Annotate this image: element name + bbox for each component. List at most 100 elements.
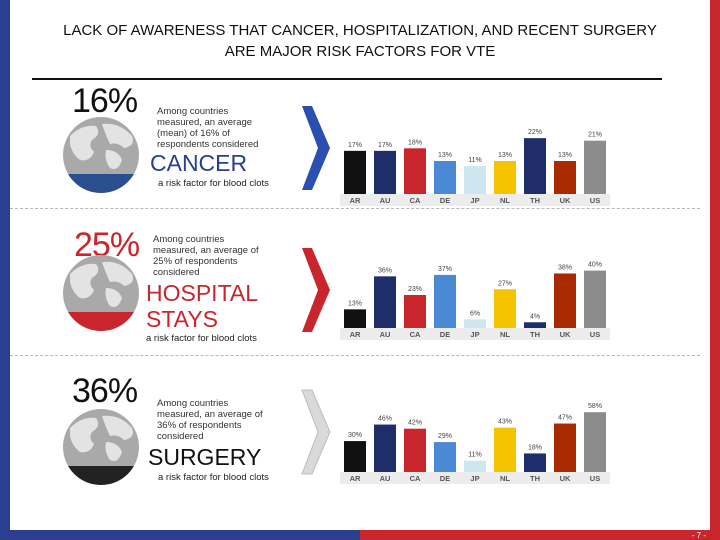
section-divider	[10, 208, 700, 209]
tick-label: AU	[380, 196, 391, 205]
data-label: 43%	[498, 419, 512, 426]
bar-us	[584, 140, 606, 194]
page-number: - 7 -	[691, 531, 706, 540]
data-label: 22%	[528, 129, 542, 136]
data-label: 37%	[438, 266, 452, 273]
data-label: 11%	[468, 452, 482, 459]
tick-label: JP	[470, 196, 479, 205]
bar-th	[524, 453, 546, 472]
tick-label: TH	[530, 196, 540, 205]
data-label: 13%	[348, 300, 362, 307]
tick-label: JP	[470, 330, 479, 339]
data-label: 13%	[438, 152, 452, 159]
data-label: 38%	[558, 264, 572, 271]
surgery-headline: SURGERY	[148, 444, 262, 470]
data-label: 47%	[558, 415, 572, 422]
surgery-percent: 36%	[72, 372, 138, 410]
data-label: 23%	[408, 286, 422, 293]
tick-label: JP	[470, 474, 479, 483]
surgery-subtitle: a risk factor for blood clots	[158, 472, 269, 483]
tick-label: CA	[410, 474, 421, 483]
tick-label: AU	[380, 474, 391, 483]
bar-au	[374, 276, 396, 328]
bar-th	[524, 138, 546, 194]
bar-de	[434, 161, 456, 194]
bar-ca	[404, 428, 426, 472]
cancer-percent: 16%	[72, 82, 138, 120]
section-divider	[10, 355, 700, 356]
x-axis-strip	[340, 328, 610, 340]
data-label: 17%	[348, 142, 362, 149]
frame-right-bar	[710, 0, 720, 540]
data-label: 36%	[378, 267, 392, 274]
data-label: 4%	[530, 313, 540, 320]
hospital-headline: HOSPITAL STAYS	[146, 280, 259, 332]
tick-label: AR	[350, 474, 361, 483]
globe-icon	[63, 255, 139, 331]
tick-label: AR	[350, 196, 361, 205]
tick-label: UK	[560, 330, 571, 339]
data-label: 18%	[528, 444, 542, 451]
hospital-subtitle: a risk factor for blood clots	[146, 333, 257, 344]
bar-nl	[494, 427, 516, 472]
tick-label: CA	[410, 196, 421, 205]
tick-label: UK	[560, 474, 571, 483]
bar-ar	[344, 150, 366, 194]
tick-label: NL	[500, 330, 510, 339]
bar-us	[584, 270, 606, 328]
globe-icon	[63, 409, 139, 485]
tick-label: CA	[410, 330, 421, 339]
data-label: 13%	[498, 152, 512, 159]
surgery-bar-chart: 30% AR 46% AU 42% CA 29% DE 11% JP 43% NL 18% TH 47% UK…	[340, 403, 610, 484]
bar-jp	[464, 319, 486, 328]
bar-jp	[464, 166, 486, 194]
bar-nl	[494, 289, 516, 328]
data-label: 21%	[588, 132, 602, 139]
bar-nl	[494, 161, 516, 194]
data-label: 30%	[348, 432, 362, 439]
surgery-description: Among countries measured, an average of 36…	[157, 398, 263, 442]
data-label: 58%	[588, 403, 602, 410]
bar-ca	[404, 295, 426, 328]
bar-uk	[554, 161, 576, 194]
bar-au	[374, 424, 396, 472]
bar-au	[374, 150, 396, 194]
title-line-2: ARE MAJOR RISK FACTORS FOR VTE	[224, 43, 496, 60]
data-label: 40%	[588, 262, 602, 269]
bar-de	[434, 274, 456, 328]
frame-left-bar	[0, 0, 10, 540]
bar-th	[524, 322, 546, 328]
slide-title: LACK OF AWARENESS THAT CANCER, HOSPITALI…	[10, 20, 710, 62]
hospital-description: Among countries measured, an average of 25…	[153, 234, 259, 278]
globe-icon	[63, 117, 139, 193]
data-label: 46%	[378, 416, 392, 423]
cancer-bar-chart: 17% AR 17% AU 18% CA 13% DE 11% JP 13% NL 22% TH 13% UK…	[340, 129, 610, 206]
tick-label: TH	[530, 474, 540, 483]
bar-de	[434, 442, 456, 472]
bar-ar	[344, 309, 366, 328]
x-axis-strip	[340, 194, 610, 206]
tick-label: AR	[350, 330, 361, 339]
cancer-subtitle: a risk factor for blood clots	[158, 178, 269, 189]
data-label: 42%	[408, 420, 422, 427]
tick-label: UK	[560, 196, 571, 205]
tick-label: US	[590, 196, 600, 205]
bar-ar	[344, 441, 366, 472]
tick-label: AU	[380, 330, 391, 339]
bar-uk	[554, 423, 576, 472]
bar-jp	[464, 460, 486, 472]
tick-label: DE	[440, 330, 450, 339]
title-line-1: LACK OF AWARENESS THAT CANCER, HOSPITALI…	[63, 22, 657, 39]
tick-label: US	[590, 330, 600, 339]
tick-label: DE	[440, 196, 450, 205]
chevron-right-blue-icon	[302, 106, 330, 190]
chevron-right-red-icon	[302, 248, 330, 332]
tick-label: NL	[500, 474, 510, 483]
data-label: 17%	[378, 142, 392, 149]
data-label: 29%	[438, 433, 452, 440]
x-axis-strip	[340, 472, 610, 484]
chevron-right-gray-icon	[301, 389, 331, 475]
frame-bottom-blue	[0, 530, 360, 540]
data-label: 6%	[470, 310, 480, 317]
bar-uk	[554, 273, 576, 328]
